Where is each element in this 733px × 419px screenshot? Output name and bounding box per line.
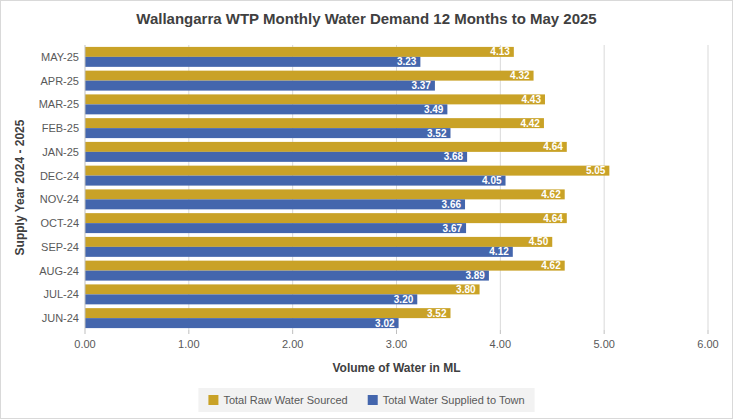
data-label: 4.42 bbox=[520, 118, 540, 129]
data-label: 4.32 bbox=[510, 70, 530, 81]
tick-label: 0.00 bbox=[74, 338, 95, 350]
bar bbox=[85, 128, 450, 138]
bar bbox=[85, 189, 565, 199]
category-label: JAN-25 bbox=[42, 146, 79, 158]
data-label: 4.62 bbox=[541, 189, 561, 200]
data-label: 4.12 bbox=[489, 246, 509, 257]
bar bbox=[85, 152, 467, 162]
data-label: 3.37 bbox=[411, 80, 431, 91]
data-label: 5.05 bbox=[586, 165, 606, 176]
data-labels: 3.52 3.02 3.80 3.20 4.62 3.89 4.50 4.12 4.64 3.67… bbox=[375, 46, 606, 328]
tick-mark bbox=[85, 330, 86, 334]
bar bbox=[85, 118, 544, 128]
bar bbox=[85, 57, 420, 67]
category-label: APR-25 bbox=[40, 75, 79, 87]
bar bbox=[85, 261, 565, 271]
bar bbox=[85, 318, 399, 328]
grid-line bbox=[708, 45, 709, 330]
tick-mark bbox=[708, 330, 709, 334]
grid-line bbox=[604, 45, 605, 330]
data-label: 4.62 bbox=[541, 260, 561, 271]
data-label: 3.89 bbox=[465, 270, 485, 281]
title: Wallangarra WTP Monthly Water Demand 12 … bbox=[136, 10, 596, 27]
data-label: 3.52 bbox=[427, 128, 447, 139]
category-label: AUG-24 bbox=[39, 265, 79, 277]
legend-label: Total Water Supplied to Town bbox=[383, 394, 525, 406]
bar bbox=[85, 104, 447, 114]
chart-background bbox=[1, 1, 733, 419]
legend-label: Total Raw Water Sourced bbox=[223, 394, 347, 406]
tick-label: 1.00 bbox=[178, 338, 199, 350]
data-label: 4.64 bbox=[543, 141, 563, 152]
chart: Wallangarra WTP Monthly Water Demand 12 … bbox=[0, 0, 733, 419]
data-label: 4.64 bbox=[543, 213, 563, 224]
data-label: 3.52 bbox=[427, 308, 447, 319]
tick-label: 3.00 bbox=[386, 338, 407, 350]
bar bbox=[85, 176, 506, 186]
bar bbox=[85, 237, 552, 247]
bar bbox=[85, 271, 489, 281]
legend-box bbox=[198, 388, 534, 412]
category-label: JUN-24 bbox=[42, 312, 79, 324]
tick-mark bbox=[604, 330, 605, 334]
axis-line bbox=[85, 45, 86, 330]
bar bbox=[85, 71, 534, 81]
data-label: 3.49 bbox=[424, 104, 444, 115]
category-label: NOV-24 bbox=[40, 193, 79, 205]
data-label: 3.20 bbox=[394, 294, 414, 305]
category-label: FEB-25 bbox=[42, 122, 79, 134]
category-label: OCT-24 bbox=[40, 217, 79, 229]
tick-mark bbox=[188, 330, 189, 334]
data-label: 3.02 bbox=[375, 318, 395, 329]
data-label: 4.05 bbox=[482, 175, 502, 186]
grid-line bbox=[500, 45, 501, 330]
category-label: DEC-24 bbox=[40, 170, 79, 182]
data-label: 4.43 bbox=[522, 94, 542, 105]
bar bbox=[85, 223, 466, 233]
data-label: 3.23 bbox=[397, 56, 417, 67]
bar bbox=[85, 166, 609, 176]
legend-swatch bbox=[208, 395, 218, 405]
bar bbox=[85, 142, 567, 152]
bar bbox=[85, 47, 514, 57]
bar bbox=[85, 213, 567, 223]
tick-mark bbox=[292, 330, 293, 334]
category-label: SEP-24 bbox=[41, 241, 79, 253]
tick-mark bbox=[396, 330, 397, 334]
bar bbox=[85, 284, 480, 294]
tick-label: 5.00 bbox=[593, 338, 614, 350]
legend-swatch bbox=[368, 395, 378, 405]
x-axis-title: Volume of Water in ML bbox=[333, 361, 461, 375]
legend: Total Raw Water Sourced Total Water Suppl… bbox=[198, 388, 534, 412]
category-label: MAR-25 bbox=[39, 98, 79, 110]
y-axis-title: Supply Year 2024 - 2025 bbox=[13, 119, 27, 255]
tick-label: 2.00 bbox=[282, 338, 303, 350]
data-label: 3.66 bbox=[442, 199, 462, 210]
bar bbox=[85, 94, 545, 104]
data-label: 4.50 bbox=[529, 236, 549, 247]
bar bbox=[85, 199, 465, 209]
bar bbox=[85, 81, 435, 91]
category-label: MAY-25 bbox=[41, 51, 79, 63]
data-label: 4.13 bbox=[490, 46, 510, 57]
bars bbox=[85, 47, 609, 328]
tick-label: 4.00 bbox=[490, 338, 511, 350]
data-label: 3.80 bbox=[456, 284, 476, 295]
data-label: 3.67 bbox=[443, 223, 463, 234]
bar bbox=[85, 247, 513, 257]
tick-label: 6.00 bbox=[697, 338, 718, 350]
tick-mark bbox=[500, 330, 501, 334]
bar bbox=[85, 294, 417, 304]
bar bbox=[85, 308, 450, 318]
category-label: JUL-24 bbox=[44, 288, 79, 300]
data-label: 3.68 bbox=[444, 151, 464, 162]
